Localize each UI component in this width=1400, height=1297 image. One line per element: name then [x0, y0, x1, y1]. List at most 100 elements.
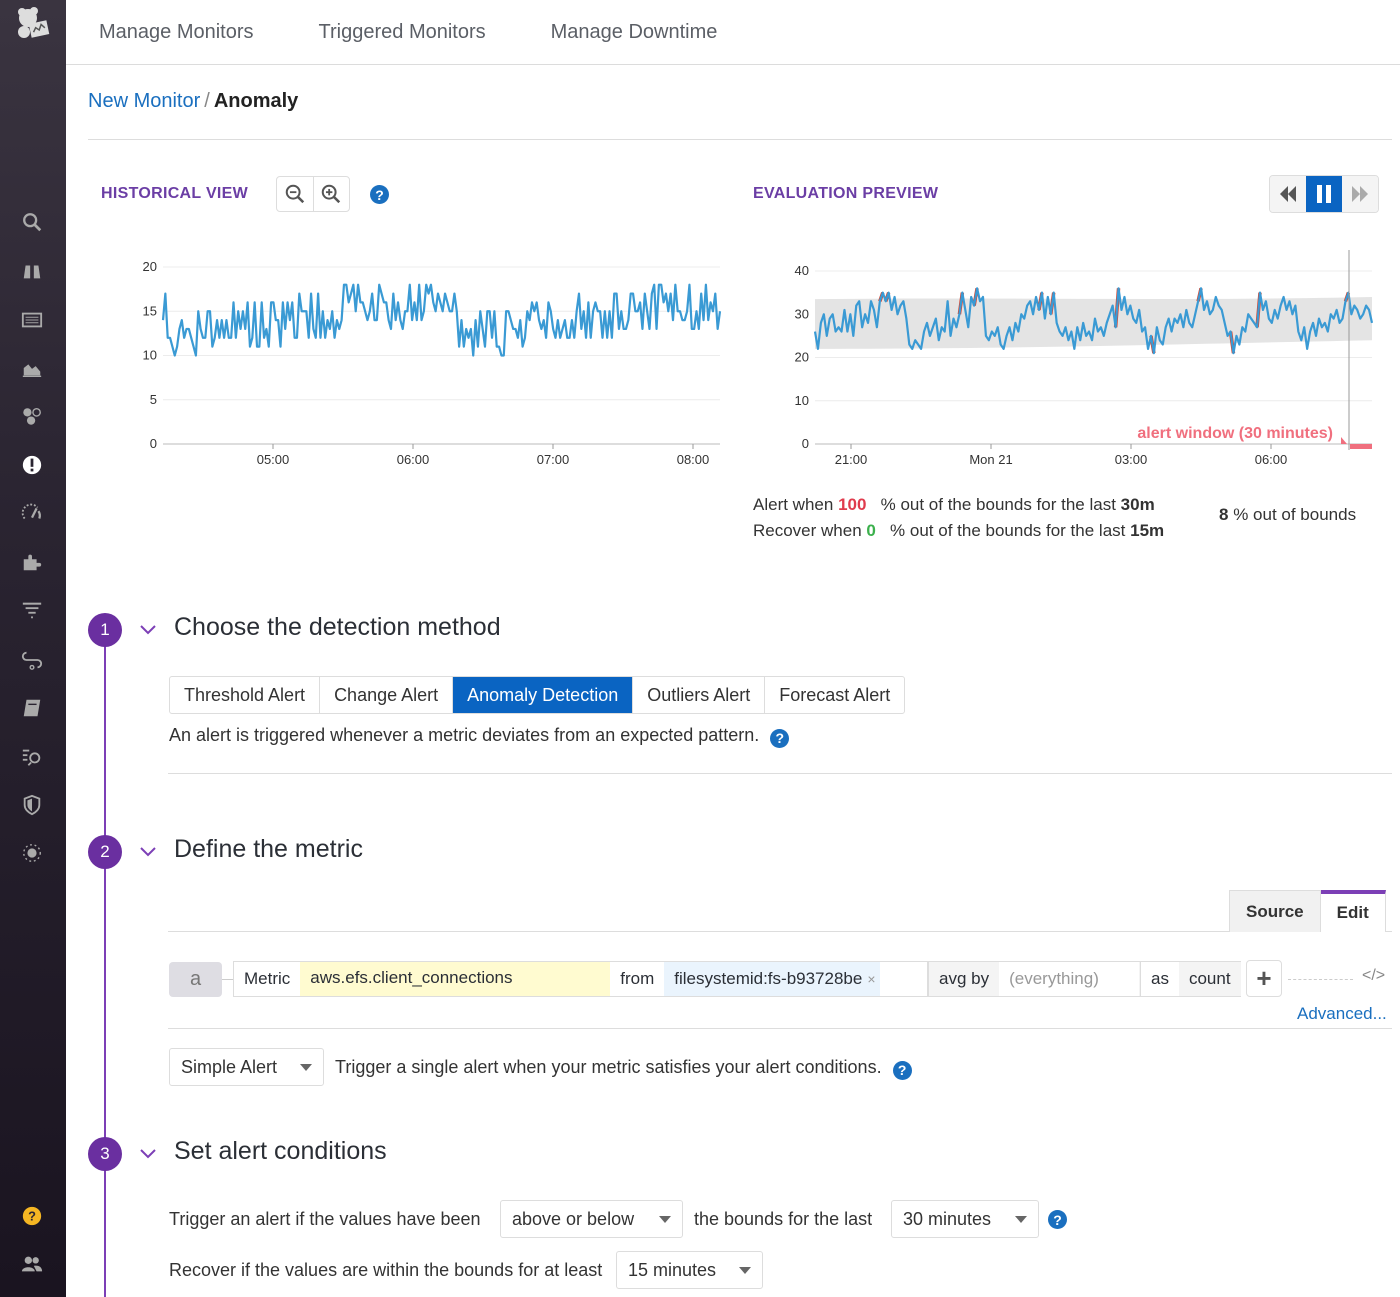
- query-label[interactable]: a: [169, 961, 222, 997]
- divider: [88, 139, 1392, 140]
- step-connector: [104, 646, 106, 836]
- chevron-down-icon[interactable]: [138, 1144, 158, 1164]
- nav-manage-monitors[interactable]: Manage Monitors: [99, 20, 254, 43]
- detection-description: An alert is triggered whenever a metric …: [169, 725, 790, 748]
- method-anomaly-detection[interactable]: Anomaly Detection: [453, 677, 634, 713]
- breadcrumb-separator: /: [204, 90, 210, 112]
- svg-text:0: 0: [802, 436, 809, 451]
- svg-text:20: 20: [143, 259, 157, 274]
- method-threshold-alert[interactable]: Threshold Alert: [170, 677, 321, 713]
- shield-icon[interactable]: [17, 790, 47, 820]
- filter-logs-icon[interactable]: [17, 595, 47, 625]
- historical-help-icon[interactable]: ?: [370, 185, 389, 204]
- alert-type-help-icon[interactable]: ?: [892, 1060, 912, 1080]
- alert-rule-line: Alert when 100 % out of the bounds for t…: [753, 492, 1164, 518]
- pause-button[interactable]: [1306, 176, 1342, 212]
- team-icon[interactable]: [17, 1249, 47, 1279]
- metric-label: Metric: [244, 969, 291, 988]
- alert-window-value: 30m: [1120, 495, 1155, 514]
- zoom-out-button[interactable]: [277, 177, 313, 211]
- evaluation-chart[interactable]: 0 10 20 30 40 21:00 Mon 21 03:00 06:00 alert wind…: [785, 245, 1385, 470]
- out-of-bounds-stat: 8 % out of bounds: [1219, 505, 1356, 525]
- alert-mid-text: % out of the bounds for the last: [880, 495, 1116, 514]
- nav-triggered-monitors[interactable]: Triggered Monitors: [318, 20, 486, 43]
- fast-forward-icon: [1352, 186, 1368, 202]
- area-chart-icon[interactable]: [17, 353, 47, 383]
- divider: [168, 1028, 1392, 1029]
- monitor-alert-icon[interactable]: [17, 450, 47, 480]
- link-icon[interactable]: [17, 645, 47, 675]
- add-query-button[interactable]: +: [1246, 960, 1282, 997]
- as-type-select[interactable]: count: [1178, 962, 1241, 996]
- method-change-alert[interactable]: Change Alert: [320, 677, 454, 713]
- divider: [168, 931, 1392, 932]
- chevron-down-icon[interactable]: [138, 842, 158, 862]
- caret-down-icon: [659, 1215, 671, 1223]
- recover-window-select[interactable]: 15 minutes: [616, 1251, 763, 1289]
- zoom-controls: [276, 176, 350, 212]
- search-icon[interactable]: [17, 207, 47, 237]
- svg-text:?: ?: [28, 1209, 36, 1224]
- hexagons-icon[interactable]: [17, 401, 47, 431]
- tab-source[interactable]: Source: [1229, 890, 1321, 932]
- oob-value: 8: [1219, 505, 1229, 524]
- svg-text:30: 30: [795, 306, 809, 321]
- connector: [1288, 979, 1353, 980]
- trigger-mid-text: the bounds for the last: [694, 1209, 873, 1229]
- zoom-in-button[interactable]: [312, 177, 350, 211]
- top-nav: Manage Monitors Triggered Monitors Manag…: [66, 0, 1400, 65]
- metric-name-input[interactable]: aws.efs.client_connections: [300, 962, 611, 996]
- apm-search-icon[interactable]: [17, 742, 47, 772]
- direction-select[interactable]: above or below: [500, 1200, 683, 1238]
- avg-by-input[interactable]: (everything): [999, 962, 1140, 996]
- as-box: as count: [1140, 961, 1241, 997]
- from-tag[interactable]: filesystemid:fs-b93728be ×: [664, 962, 880, 996]
- svg-text:08:00: 08:00: [677, 452, 710, 467]
- alert-type-description: Trigger a single alert when your metric …: [335, 1057, 912, 1080]
- metric-query-box: Metric aws.efs.client_connections from f…: [233, 961, 928, 997]
- alert-threshold-value: 100: [838, 495, 867, 514]
- method-outliers-alert[interactable]: Outliers Alert: [633, 677, 766, 713]
- conditions-help-icon[interactable]: ?: [1048, 1210, 1067, 1229]
- alert-type-select[interactable]: Simple Alert: [169, 1048, 324, 1086]
- aggregation-box: avg by (everything): [928, 961, 1141, 997]
- historical-chart[interactable]: 0 5 10 15 20 05:00 06:00 07:00 08:00: [130, 255, 730, 475]
- method-forecast-alert[interactable]: Forecast Alert: [779, 684, 891, 705]
- help-icon[interactable]: ?: [17, 1201, 47, 1231]
- list-icon[interactable]: [17, 305, 47, 335]
- recover-threshold-value: 0: [866, 521, 876, 540]
- gauge-icon[interactable]: [17, 498, 47, 528]
- tab-edit[interactable]: Edit: [1320, 890, 1386, 932]
- svg-text:0: 0: [150, 436, 157, 451]
- evaluation-summary: Alert when 100 % out of the bounds for t…: [753, 492, 1164, 544]
- datadog-logo-icon[interactable]: [12, 4, 52, 44]
- recover-prefix-text: Recover if the values are within the bou…: [169, 1260, 603, 1280]
- rewind-button[interactable]: [1270, 176, 1306, 212]
- advanced-link[interactable]: Advanced...: [1297, 1004, 1387, 1023]
- fast-forward-button[interactable]: [1342, 176, 1378, 212]
- svg-text:20: 20: [795, 350, 809, 365]
- breadcrumb: New Monitor / Anomaly: [88, 90, 298, 113]
- svg-text:03:00: 03:00: [1115, 452, 1148, 467]
- chevron-down-icon[interactable]: [138, 620, 158, 640]
- detection-help-icon[interactable]: ?: [770, 728, 790, 748]
- breadcrumb-new-monitor[interactable]: New Monitor: [88, 90, 201, 112]
- alert-prefix: Alert when: [753, 495, 834, 514]
- remove-tag-icon[interactable]: ×: [867, 971, 876, 987]
- puzzle-icon[interactable]: [17, 547, 47, 577]
- network-icon[interactable]: [17, 838, 47, 868]
- notebook-icon[interactable]: [17, 693, 47, 723]
- trigger-window-select[interactable]: 30 minutes: [891, 1200, 1039, 1238]
- code-view-icon[interactable]: </>: [1362, 967, 1386, 984]
- divider: [168, 773, 1392, 774]
- recover-rule-line: Recover when 0 % out of the bounds for t…: [753, 518, 1164, 544]
- nav-manage-downtime[interactable]: Manage Downtime: [550, 20, 718, 43]
- alert-type-description-text: Trigger a single alert when your metric …: [335, 1057, 882, 1077]
- svg-text:06:00: 06:00: [397, 452, 430, 467]
- trigger-window-value: 30 minutes: [903, 1208, 992, 1229]
- step-3-badge: 3: [88, 1137, 122, 1171]
- binoculars-icon[interactable]: [17, 256, 47, 286]
- query-row: a: [169, 960, 222, 998]
- detection-description-text: An alert is triggered whenever a metric …: [169, 725, 760, 745]
- metric-editor-tabs: Source Edit: [1229, 890, 1386, 932]
